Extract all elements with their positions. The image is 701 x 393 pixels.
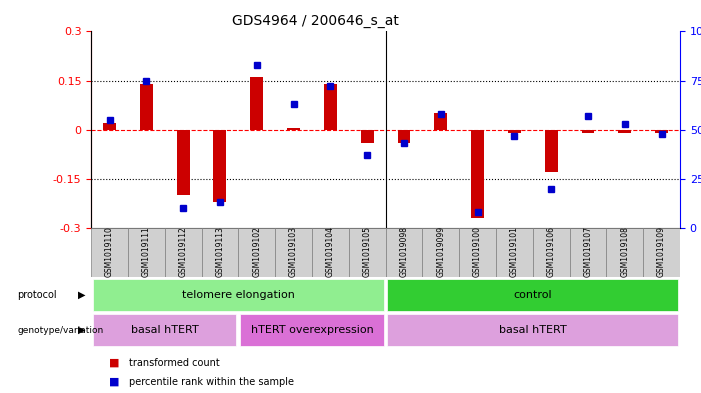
Bar <box>324 84 336 130</box>
Text: ▶: ▶ <box>78 290 86 300</box>
FancyBboxPatch shape <box>238 228 275 277</box>
FancyBboxPatch shape <box>91 228 128 277</box>
Text: GSM1019111: GSM1019111 <box>142 226 151 277</box>
Text: GDS4964 / 200646_s_at: GDS4964 / 200646_s_at <box>232 14 399 28</box>
Text: control: control <box>513 290 552 300</box>
FancyBboxPatch shape <box>422 228 459 277</box>
Text: basal hTERT: basal hTERT <box>499 325 566 335</box>
FancyBboxPatch shape <box>202 228 238 277</box>
FancyBboxPatch shape <box>349 228 386 277</box>
Bar <box>103 123 116 130</box>
FancyBboxPatch shape <box>459 228 496 277</box>
Text: GSM1019108: GSM1019108 <box>620 226 629 277</box>
FancyBboxPatch shape <box>165 228 202 277</box>
FancyBboxPatch shape <box>496 228 533 277</box>
Bar <box>361 130 374 143</box>
Bar <box>545 130 557 172</box>
Text: GSM1019103: GSM1019103 <box>289 226 298 277</box>
Text: transformed count: transformed count <box>130 358 220 367</box>
Text: GSM1019102: GSM1019102 <box>252 226 261 277</box>
Text: telomere elongation: telomere elongation <box>182 290 295 300</box>
FancyBboxPatch shape <box>128 228 165 277</box>
Bar <box>435 113 447 130</box>
Text: GSM1019104: GSM1019104 <box>326 226 335 277</box>
Text: GSM1019101: GSM1019101 <box>510 226 519 277</box>
Text: hTERT overexpression: hTERT overexpression <box>250 325 374 335</box>
FancyBboxPatch shape <box>93 279 383 310</box>
Text: genotype/variation: genotype/variation <box>18 326 104 334</box>
FancyBboxPatch shape <box>388 279 678 310</box>
Bar <box>140 84 153 130</box>
Bar <box>508 130 521 133</box>
Bar <box>582 130 594 133</box>
Text: GSM1019099: GSM1019099 <box>436 226 445 277</box>
Text: GSM1019100: GSM1019100 <box>473 226 482 277</box>
Text: GSM1019113: GSM1019113 <box>215 226 224 277</box>
Text: basal hTERT: basal hTERT <box>131 325 198 335</box>
Text: GSM1019107: GSM1019107 <box>583 226 592 277</box>
Bar <box>397 130 410 143</box>
FancyBboxPatch shape <box>533 228 569 277</box>
Text: ■: ■ <box>109 377 119 387</box>
Text: protocol: protocol <box>18 290 57 300</box>
Text: ▶: ▶ <box>78 325 86 335</box>
Text: percentile rank within the sample: percentile rank within the sample <box>130 377 294 387</box>
FancyBboxPatch shape <box>93 314 236 346</box>
FancyBboxPatch shape <box>569 228 606 277</box>
Bar <box>655 130 668 133</box>
Bar <box>287 128 300 130</box>
Bar <box>177 130 189 195</box>
Text: GSM1019105: GSM1019105 <box>362 226 372 277</box>
Text: ■: ■ <box>109 358 119 367</box>
Bar <box>471 130 484 218</box>
Bar <box>618 130 631 133</box>
Bar <box>250 77 263 130</box>
Bar <box>214 130 226 202</box>
Text: GSM1019098: GSM1019098 <box>400 226 409 277</box>
FancyBboxPatch shape <box>606 228 644 277</box>
FancyBboxPatch shape <box>312 228 349 277</box>
FancyBboxPatch shape <box>388 314 678 346</box>
FancyBboxPatch shape <box>386 228 422 277</box>
Text: GSM1019109: GSM1019109 <box>657 226 666 277</box>
Text: GSM1019110: GSM1019110 <box>105 226 114 277</box>
FancyBboxPatch shape <box>644 228 680 277</box>
FancyBboxPatch shape <box>275 228 312 277</box>
Text: GSM1019106: GSM1019106 <box>547 226 556 277</box>
Text: GSM1019112: GSM1019112 <box>179 226 188 277</box>
FancyBboxPatch shape <box>240 314 383 346</box>
